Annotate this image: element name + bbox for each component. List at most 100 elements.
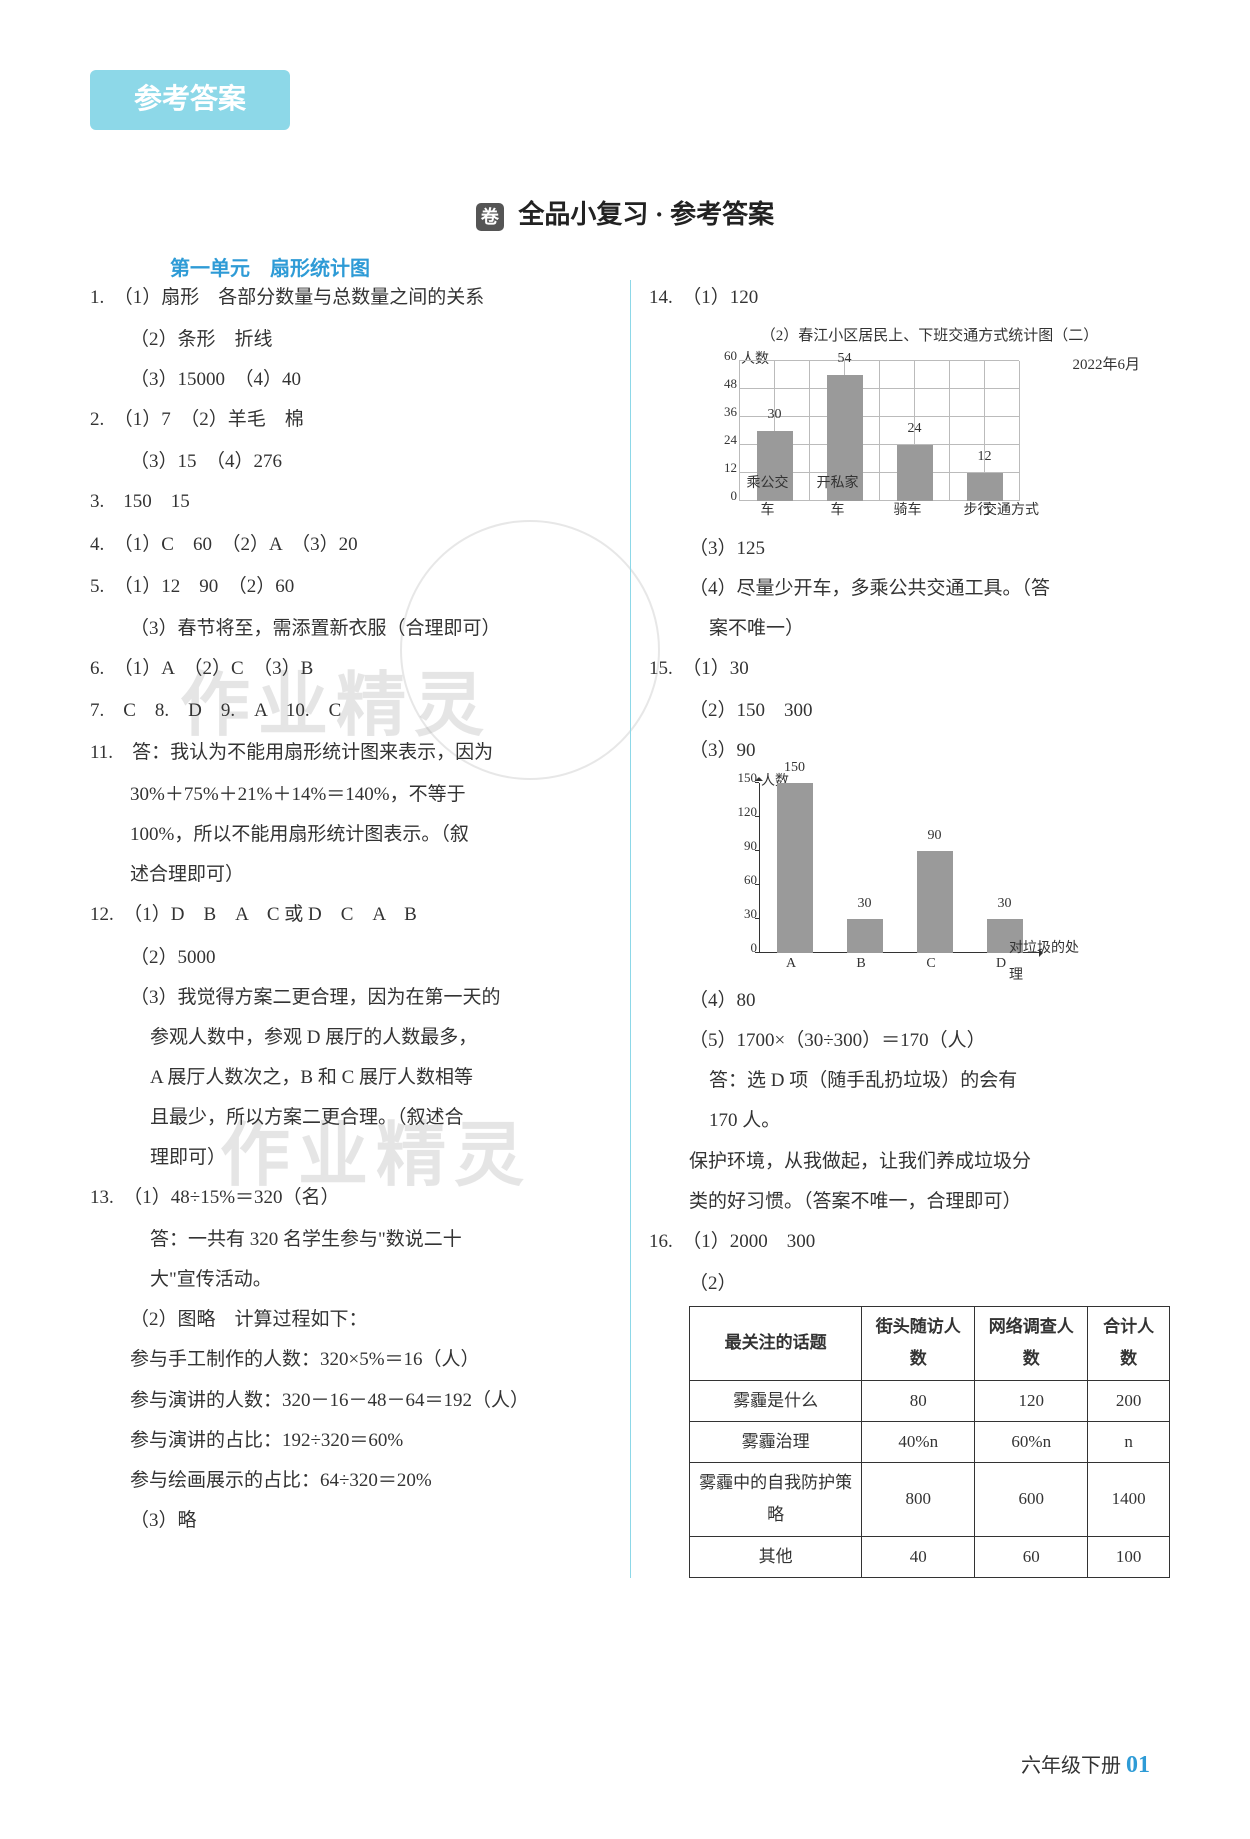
answer-text: 参观人数中，参观 D 展厅的人数最多， (90, 1020, 610, 1056)
q4: 4. （1）C 60 （2）A （3）20 (90, 527, 610, 563)
answer-text: 答：一共有 320 名学生参与"数说二十 (90, 1222, 610, 1258)
answer-text: （2）图略 计算过程如下： (90, 1302, 610, 1338)
main-title-text: 全品小复习 · 参考答案 (518, 200, 774, 229)
q5: 5. （1）12 90 （2）60 (90, 569, 610, 605)
answer-text: （1）2000 300 (692, 1231, 816, 1252)
q12: 12. （1）D B A C 或 D C A B (90, 897, 610, 933)
q14: 14. （1）120 (649, 280, 1170, 316)
qnum: 14. (649, 287, 673, 308)
answer-text: 案不唯一） (649, 611, 1170, 647)
answer-text: （3）略 (90, 1503, 610, 1539)
answer-text: （2）5000 (90, 940, 610, 976)
qnum: 16. (649, 1231, 673, 1252)
table-row: 雾霾治理40%n60%nn (690, 1421, 1170, 1462)
table-cell: 600 (975, 1463, 1088, 1537)
qnum: 1. (90, 287, 104, 308)
q2: 2. （1）7 （2）羊毛 棉 (90, 402, 610, 438)
main-title: 卷 全品小复习 · 参考答案 (0, 190, 1250, 239)
answer-text: （1）7 （2）羊毛 棉 (123, 409, 304, 430)
table-cell: 雾霾中的自我防护策略 (690, 1463, 862, 1537)
qnum: 12. (90, 904, 114, 925)
answer-text: （3）15000 （4）40 (90, 362, 610, 398)
q16: 16. （1）2000 300 (649, 1224, 1170, 1260)
q1: 1. （1）扇形 各部分数量与总数量之间的关系 (90, 280, 610, 316)
table-cell: n (1088, 1421, 1170, 1462)
q6: 6. （1）A （2）C （3）B (90, 651, 610, 687)
answer-text: 参与演讲的占比：192÷320＝60% (90, 1423, 610, 1459)
footer-text: 六年级下册 (1021, 1755, 1121, 1777)
table-cell: 雾霾是什么 (690, 1380, 862, 1421)
table-row: 雾霾中的自我防护策略8006001400 (690, 1463, 1170, 1537)
answer-text: 保护环境，从我做起，让我们养成垃圾分 (649, 1144, 1170, 1180)
answer-text: （1）C 60 （2）A （3）20 (123, 534, 357, 555)
table-cell: 100 (1088, 1536, 1170, 1577)
answer-text: 理即可） (90, 1140, 610, 1176)
qnum: 3. (90, 491, 104, 512)
answer-text: 答：选 D 项（随手乱扔垃圾）的会有 (649, 1063, 1170, 1099)
answer-text: 大"宣传活动。 (90, 1262, 610, 1298)
answer-text: 参与绘画展示的占比：64÷320＝20% (90, 1463, 610, 1499)
answer-text: （1）30 (692, 658, 749, 679)
answer-text: （3）125 (649, 531, 1170, 567)
answer-text: 30%＋75%＋21%＋14%＝140%，不等于 (90, 777, 610, 813)
table-header: 合计人数 (1088, 1306, 1170, 1380)
table-q16: 最关注的话题街头随访人数网络调查人数合计人数雾霾是什么80120200雾霾治理4… (689, 1306, 1170, 1578)
answer-text: 170 人。 (649, 1103, 1170, 1139)
qnum: 4. (90, 534, 104, 555)
q15: 15. （1）30 (649, 651, 1170, 687)
answer-text: 150 15 (123, 491, 190, 512)
table-row: 其他4060100 (690, 1536, 1170, 1577)
answer-text: （1）12 90 （2）60 (123, 576, 294, 597)
scroll-icon: 卷 (476, 203, 504, 231)
answer-text: （1）48÷15%＝320（名） (133, 1187, 340, 1208)
answer-text: （4）尽量少开车，多乘公共交通工具。（答 (649, 571, 1170, 607)
right-column: 14. （1）120 （2）春江小区居民上、下班交通方式统计图（二） 2022年6… (630, 280, 1170, 1578)
answer-text: （5）1700×（30÷300）＝170（人） (649, 1023, 1170, 1059)
answer-text: A 展厅人数次之，B 和 C 展厅人数相等 (90, 1060, 610, 1096)
table-cell: 1400 (1088, 1463, 1170, 1537)
qnum: 5. (90, 576, 104, 597)
table-header: 街头随访人数 (862, 1306, 975, 1380)
table-cell: 其他 (690, 1536, 862, 1577)
table-cell: 60%n (975, 1421, 1088, 1462)
qnum: 6. (90, 658, 104, 679)
answer-text: （1）扇形 各部分数量与总数量之间的关系 (123, 287, 484, 308)
answer-text: 参与演讲的人数：320－16－48－64＝192（人） (90, 1383, 610, 1419)
table-header: 网络调查人数 (975, 1306, 1088, 1380)
bar-chart-transport: 人数0122436486030乘公交车54开私家车24骑车12步行交通方式 (699, 351, 1029, 531)
bar-chart-trash: 人数0306090120150150A30B90C30D对垃圾的处理 (719, 773, 1049, 983)
answer-text: （1）120 (692, 287, 759, 308)
answer-text: （3）15 （4）276 (90, 444, 610, 480)
q13: 13. （1）48÷15%＝320（名） (90, 1180, 610, 1216)
q11: 11. 答：我认为不能用扇形统计图来表示，因为 (90, 735, 610, 771)
answer-text: 100%，所以不能用扇形统计图表示。（叙 (90, 817, 610, 853)
table-cell: 40%n (862, 1421, 975, 1462)
qnum: 13. (90, 1187, 114, 1208)
table-cell: 40 (862, 1536, 975, 1577)
table-cell: 60 (975, 1536, 1088, 1577)
chart-date: 2022年6月 (1072, 351, 1140, 380)
answer-text: （3）90 (649, 733, 1170, 769)
qnum: 2. (90, 409, 104, 430)
chart-title-text: （2）春江小区居民上、下班交通方式统计图（二） (761, 328, 1099, 344)
left-column: 1. （1）扇形 各部分数量与总数量之间的关系 （2）条形 折线 （3）1500… (90, 280, 610, 1543)
table-cell: 200 (1088, 1380, 1170, 1421)
answer-text: 参与手工制作的人数：320×5%＝16（人） (90, 1342, 610, 1378)
table-cell: 80 (862, 1380, 975, 1421)
table-row: 雾霾是什么80120200 (690, 1380, 1170, 1421)
answer-text: （2）150 300 (649, 693, 1170, 729)
q7-10: 7. C 8. D 9. A 10. C (90, 693, 610, 729)
qnum: 11. (90, 742, 113, 763)
content: 1. （1）扇形 各部分数量与总数量之间的关系 （2）条形 折线 （3）1500… (90, 280, 1170, 1578)
answer-text: （2） (649, 1266, 1170, 1302)
table-cell: 120 (975, 1380, 1088, 1421)
answer-text: 且最少，所以方案二更合理。（叙述合 (90, 1100, 610, 1136)
table-cell: 800 (862, 1463, 975, 1537)
page-number: 01 (1126, 1752, 1150, 1778)
answer-text: （1）D B A C 或 D C A B (133, 904, 417, 925)
answer-text: （2）条形 折线 (90, 322, 610, 358)
answer-text: （1）A （2）C （3）B (123, 658, 313, 679)
answer-text: 述合理即可） (90, 857, 610, 893)
answer-text: （3）春节将至，需添置新衣服（合理即可） (90, 611, 610, 647)
answer-text: （3）我觉得方案二更合理，因为在第一天的 (90, 980, 610, 1016)
